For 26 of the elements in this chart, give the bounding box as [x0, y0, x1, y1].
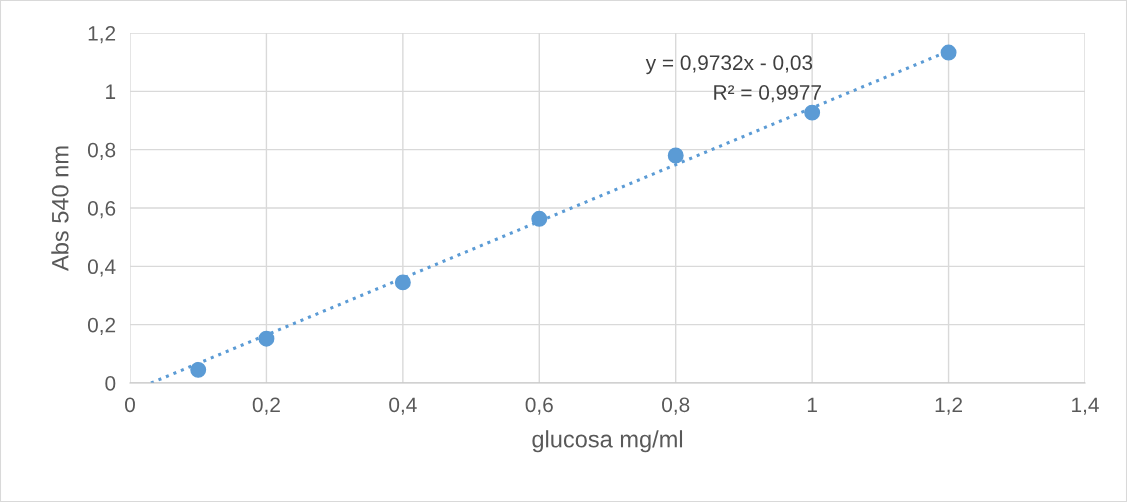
- point: [940, 44, 957, 61]
- y-tick-label: 0,8: [87, 142, 116, 160]
- annotation: y = 0,9732x - 0,03: [645, 55, 813, 75]
- point: [804, 104, 821, 121]
- x-tick-label: 1,2: [935, 397, 963, 415]
- x-tick-label: 1: [807, 397, 817, 412]
- point: [531, 210, 548, 227]
- x-tick-label: 1,4: [1072, 397, 1099, 415]
- x-axis-title: glucosa mg/ml: [532, 430, 683, 453]
- y-tick-label: 0: [105, 376, 116, 391]
- point: [258, 330, 275, 347]
- x-tick-label: 0,6: [525, 397, 553, 415]
- y-tick-label: 0,2: [87, 317, 116, 335]
- y-tick-label: 1,2: [88, 26, 116, 44]
- y-tick-label: 0,6: [87, 201, 116, 219]
- point: [190, 361, 207, 378]
- y-axis-title: Abs 540 nm: [51, 146, 69, 271]
- point: [394, 274, 411, 291]
- point: [667, 147, 684, 164]
- x-tick-label: 0: [125, 397, 135, 413]
- annotation: R² = 0,9977: [714, 85, 821, 103]
- x-tick-label: 0,8: [662, 397, 690, 415]
- x-tick-label: 0,4: [389, 397, 417, 415]
- x-tick-label: 0,2: [252, 397, 280, 415]
- y-tick-label: 0,4: [87, 259, 116, 277]
- y-tick-label: 1: [106, 84, 116, 99]
